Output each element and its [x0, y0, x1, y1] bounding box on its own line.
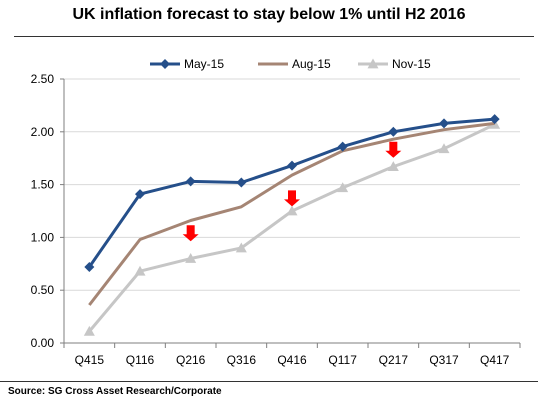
- x-tick-label: Q216: [176, 353, 206, 367]
- down-arrow-icon: [385, 141, 402, 158]
- y-tick-label: 2.00: [31, 125, 55, 139]
- data-point-may-15: [236, 177, 247, 188]
- x-tick-label: Q117: [328, 353, 357, 367]
- series-line-aug-15: [88, 121, 495, 306]
- data-point-may-15: [388, 126, 399, 137]
- x-tick-label: Q415: [75, 353, 105, 367]
- y-tick-label: 0.50: [31, 283, 55, 297]
- down-arrow-icon: [284, 190, 300, 207]
- x-tick-label: Q316: [227, 353, 257, 367]
- data-point-may-15: [287, 160, 297, 171]
- x-tick-label: Q416: [277, 353, 307, 367]
- source-note: Source: SG Cross Asset Research/Corporat…: [8, 386, 222, 397]
- data-point-nov-15: [134, 265, 146, 276]
- data-point-may-15: [489, 114, 500, 125]
- y-tick-label: 1.50: [31, 178, 55, 192]
- chart-title: UK inflation forecast to stay below 1% u…: [72, 6, 466, 23]
- legend-marker-nov-15: [367, 58, 379, 69]
- data-point-nov-15: [83, 325, 95, 336]
- data-point-nov-15: [387, 161, 399, 172]
- data-point-may-15: [439, 118, 449, 129]
- data-point-nov-15: [185, 253, 197, 263]
- gridlines: [64, 78, 520, 291]
- axes: 0.00 0.50 1.00 1.50 2.00 2.50 Q415 Q116 Q216 Q316…: [31, 72, 521, 367]
- data-point-nov-15: [337, 182, 349, 193]
- x-tick-label: Q217: [379, 353, 409, 367]
- data-point-nov-15: [438, 143, 450, 154]
- annotations: [182, 141, 402, 242]
- legend: May-15 Aug-15 Nov-15: [150, 57, 431, 71]
- x-tick-label: Q116: [126, 353, 155, 367]
- data-point-nov-15: [286, 205, 298, 216]
- y-tick-label: 0.00: [31, 336, 55, 350]
- title-divider: [14, 36, 534, 37]
- series: [83, 114, 501, 336]
- data-point-may-15: [84, 261, 95, 272]
- x-tick-label: Q317: [429, 353, 459, 367]
- source-divider: [0, 381, 538, 382]
- y-tick-label: 1.00: [31, 230, 55, 244]
- data-point-may-15: [337, 141, 348, 152]
- down-arrow-icon: [182, 225, 199, 242]
- data-point-may-15: [135, 189, 145, 200]
- y-tick-label: 2.50: [31, 72, 55, 86]
- series-line-nov-15: [88, 123, 496, 333]
- data-point-may-15: [185, 176, 196, 187]
- legend-label-aug-15: Aug-15: [292, 57, 331, 71]
- legend-label-nov-15: Nov-15: [392, 57, 431, 71]
- x-tick-label: Q417: [480, 353, 510, 367]
- data-point-nov-15: [235, 242, 247, 253]
- legend-label-may-15: May-15: [184, 57, 224, 71]
- legend-marker-may-15: [160, 59, 170, 69]
